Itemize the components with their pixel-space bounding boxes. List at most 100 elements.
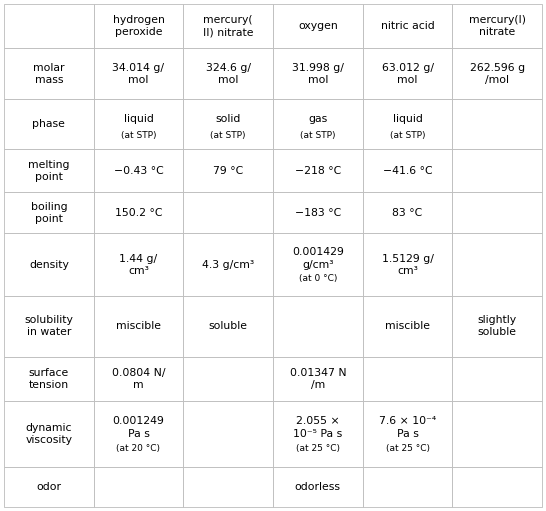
Text: 83 °C: 83 °C	[393, 207, 423, 218]
Text: oxygen: oxygen	[298, 21, 338, 31]
Bar	[4, 233, 94, 296]
Bar	[183, 357, 273, 401]
Bar	[4, 296, 94, 357]
Bar	[363, 296, 452, 357]
Text: odorless: odorless	[295, 482, 341, 492]
Text: molar
mass: molar mass	[33, 63, 64, 85]
Bar	[94, 296, 183, 357]
Bar	[4, 4, 94, 49]
Bar	[94, 233, 183, 296]
Text: (at 20 °C): (at 20 °C)	[116, 444, 161, 453]
Bar	[452, 357, 542, 401]
Text: 262.596 g
/mol: 262.596 g /mol	[470, 63, 525, 85]
Text: 0.001249: 0.001249	[112, 416, 164, 426]
Text: 1.5129 g/
cm³: 1.5129 g/ cm³	[382, 253, 434, 275]
Text: (at STP): (at STP)	[121, 131, 156, 140]
Text: 31.998 g/
mol: 31.998 g/ mol	[292, 63, 344, 85]
Text: 79 °C: 79 °C	[213, 166, 244, 176]
Text: mercury(
II) nitrate: mercury( II) nitrate	[203, 15, 253, 37]
Text: 150.2 °C: 150.2 °C	[115, 207, 162, 218]
Bar	[183, 149, 273, 193]
Bar	[183, 296, 273, 357]
Bar	[273, 357, 363, 401]
Text: dynamic
viscosity: dynamic viscosity	[25, 423, 72, 445]
Text: soluble: soluble	[209, 321, 248, 332]
Bar	[273, 401, 363, 467]
Bar	[273, 296, 363, 357]
Bar	[183, 4, 273, 49]
Text: 10⁻⁵ Pa s: 10⁻⁵ Pa s	[293, 429, 342, 439]
Bar	[273, 233, 363, 296]
Bar	[452, 149, 542, 193]
Bar	[94, 401, 183, 467]
Bar	[4, 149, 94, 193]
Text: (at 0 °C): (at 0 °C)	[299, 274, 337, 283]
Text: odor: odor	[37, 482, 61, 492]
Text: g/cm³: g/cm³	[302, 260, 334, 269]
Text: melting
point: melting point	[28, 160, 69, 182]
Text: −0.43 °C: −0.43 °C	[114, 166, 163, 176]
Bar	[183, 49, 273, 99]
Text: (at 25 °C): (at 25 °C)	[296, 444, 340, 453]
Bar	[452, 193, 542, 233]
Bar	[273, 49, 363, 99]
Text: 2.055 ×: 2.055 ×	[296, 416, 340, 426]
Bar	[363, 193, 452, 233]
Bar	[183, 193, 273, 233]
Bar	[183, 467, 273, 507]
Bar	[363, 99, 452, 149]
Bar	[452, 467, 542, 507]
Text: Pa s: Pa s	[128, 429, 150, 439]
Text: (at STP): (at STP)	[210, 131, 246, 140]
Bar	[273, 149, 363, 193]
Bar	[183, 401, 273, 467]
Text: 0.001429: 0.001429	[292, 247, 344, 257]
Text: 4.3 g/cm³: 4.3 g/cm³	[202, 260, 254, 269]
Bar	[452, 49, 542, 99]
Bar	[452, 401, 542, 467]
Text: liquid: liquid	[123, 114, 153, 124]
Bar	[4, 467, 94, 507]
Bar	[94, 149, 183, 193]
Bar	[273, 4, 363, 49]
Text: 1.44 g/
cm³: 1.44 g/ cm³	[120, 253, 158, 275]
Bar	[4, 401, 94, 467]
Bar	[94, 193, 183, 233]
Text: solubility
in water: solubility in water	[25, 315, 73, 337]
Bar	[273, 99, 363, 149]
Text: 7.6 × 10⁻⁴: 7.6 × 10⁻⁴	[379, 416, 436, 426]
Text: gas: gas	[308, 114, 328, 124]
Bar	[363, 49, 452, 99]
Bar	[363, 357, 452, 401]
Text: 0.01347 N
/m: 0.01347 N /m	[289, 368, 346, 390]
Text: −218 °C: −218 °C	[295, 166, 341, 176]
Text: 324.6 g/
mol: 324.6 g/ mol	[206, 63, 251, 85]
Text: phase: phase	[32, 119, 66, 129]
Bar	[94, 467, 183, 507]
Text: nitric acid: nitric acid	[381, 21, 435, 31]
Text: slightly
soluble: slightly soluble	[478, 315, 517, 337]
Bar	[94, 4, 183, 49]
Text: liquid: liquid	[393, 114, 423, 124]
Text: solid: solid	[216, 114, 241, 124]
Text: −41.6 °C: −41.6 °C	[383, 166, 432, 176]
Text: density: density	[29, 260, 69, 269]
Bar	[183, 99, 273, 149]
Text: (at STP): (at STP)	[300, 131, 336, 140]
Bar	[452, 99, 542, 149]
Bar	[4, 49, 94, 99]
Bar	[363, 401, 452, 467]
Bar	[94, 99, 183, 149]
Text: miscible: miscible	[385, 321, 430, 332]
Bar	[94, 357, 183, 401]
Bar	[4, 357, 94, 401]
Bar	[363, 149, 452, 193]
Text: (at 25 °C): (at 25 °C)	[385, 444, 430, 453]
Bar	[4, 99, 94, 149]
Bar	[452, 233, 542, 296]
Bar	[273, 467, 363, 507]
Bar	[452, 296, 542, 357]
Text: Pa s: Pa s	[396, 429, 418, 439]
Text: −183 °C: −183 °C	[295, 207, 341, 218]
Bar	[363, 233, 452, 296]
